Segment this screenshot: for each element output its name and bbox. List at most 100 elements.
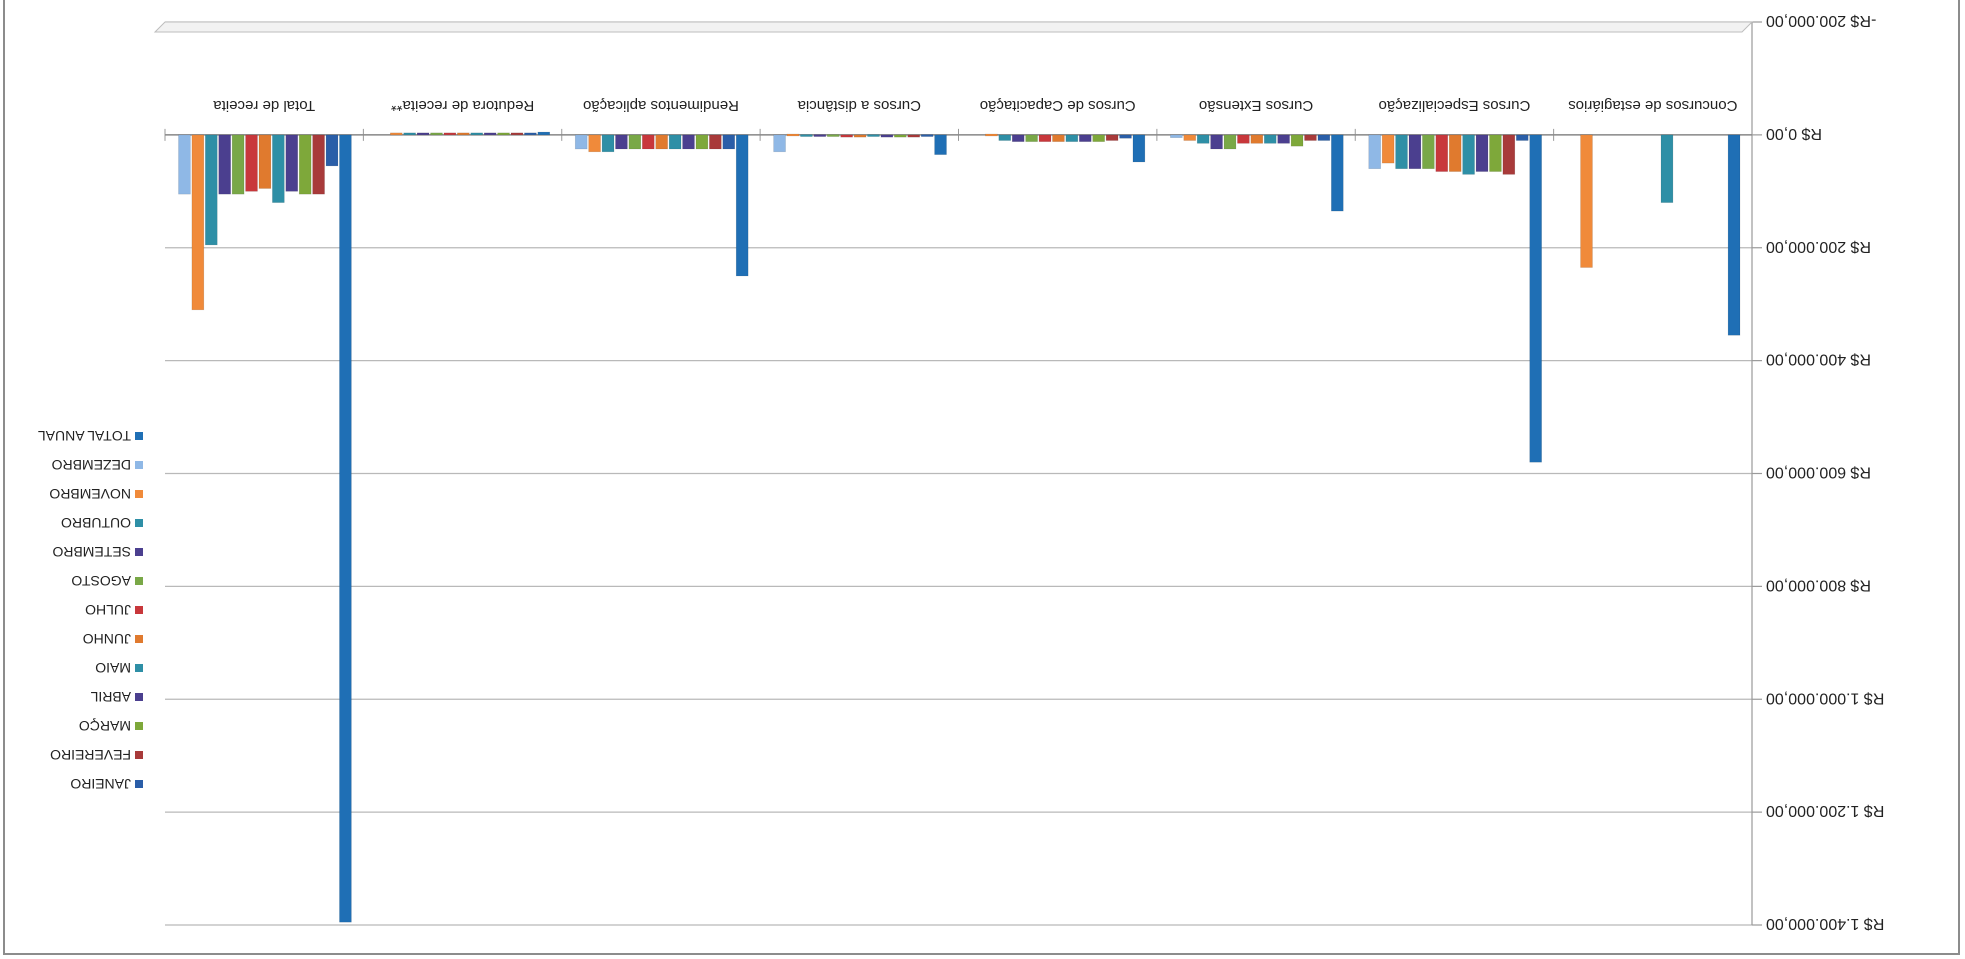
bar — [1580, 134, 1593, 268]
y-tick-label: R$ 400.000,00 — [1766, 351, 1871, 368]
bar — [325, 134, 339, 167]
bar — [682, 134, 695, 150]
legend-entry: MARÇO — [79, 718, 131, 734]
bar — [1038, 134, 1052, 142]
bar — [1237, 134, 1250, 144]
bar — [389, 132, 403, 136]
bar — [205, 134, 218, 246]
legend-entry: NOVEMBRO — [49, 486, 131, 502]
bar — [524, 132, 537, 136]
bar — [813, 134, 827, 137]
legend-swatch — [135, 490, 143, 498]
bar — [258, 134, 272, 189]
bar — [1408, 134, 1422, 170]
legend-entry: JULHO — [85, 602, 131, 618]
bar — [601, 134, 615, 153]
legend-swatch — [135, 519, 143, 527]
legend-swatch — [135, 577, 143, 585]
bar — [1223, 134, 1237, 150]
chart-floor — [153, 21, 1754, 33]
bar — [574, 134, 588, 150]
bar — [285, 134, 299, 192]
bar — [867, 134, 880, 137]
bar — [470, 132, 483, 136]
y-tick-label: R$ 200.000,00 — [1766, 238, 1871, 255]
bar — [191, 134, 205, 311]
bar — [722, 134, 736, 150]
bar — [655, 134, 668, 150]
y-tick-label: R$ 1.400.000,00 — [1766, 915, 1884, 932]
legend-entry: ABRIL — [90, 689, 131, 705]
legend-swatch — [135, 432, 143, 440]
category-label: Concursos de estagiários — [1568, 97, 1737, 114]
bar — [1422, 134, 1435, 170]
bar — [1105, 134, 1119, 141]
bar — [483, 132, 497, 136]
legend-swatch — [135, 664, 143, 672]
y-tick-label: R$ 1.200.000,00 — [1766, 802, 1884, 819]
bar — [1011, 134, 1025, 142]
legend-swatch — [135, 635, 143, 643]
bar — [1317, 134, 1331, 141]
bar — [1515, 134, 1529, 141]
bar — [457, 132, 470, 136]
bar — [312, 134, 325, 195]
legend-entry: JANEIRO — [70, 776, 131, 792]
bar — [934, 134, 947, 155]
bar — [1448, 134, 1462, 172]
category-label: Redutora de receita** — [391, 97, 535, 114]
bar — [1183, 134, 1197, 141]
legend-entry: JUNHO — [83, 631, 131, 647]
bar — [443, 132, 457, 136]
legend-entry: TOTAL ANUAL — [38, 428, 131, 444]
legend-swatch — [135, 751, 143, 759]
bar — [497, 132, 510, 136]
bar — [1052, 134, 1065, 142]
legend: JANEIRO FEVEREIRO MARÇO ABRIL MAIO JUNHO JULHO… — [38, 428, 143, 792]
bar — [735, 134, 749, 277]
bar — [1489, 134, 1502, 172]
bar — [245, 134, 258, 192]
bar — [510, 132, 524, 136]
bar — [537, 131, 551, 136]
bar — [920, 134, 934, 137]
bar — [1277, 134, 1290, 144]
bar — [642, 134, 655, 150]
y-tick-label: R$ 600.000,00 — [1766, 464, 1871, 481]
bar — [773, 134, 786, 153]
category-labels: Concursos de estagiários Cursos Especiali… — [213, 97, 1738, 114]
legend-entry: DEZEMBRO — [52, 457, 131, 473]
bar — [1263, 134, 1277, 144]
bar — [1290, 134, 1304, 147]
bar — [298, 134, 312, 195]
category-label: Rendimentos aplicação — [583, 97, 739, 114]
bar — [1331, 134, 1344, 212]
y-tick-label: R$ 1.000.000,00 — [1766, 689, 1884, 706]
bar — [695, 134, 709, 150]
bar — [1025, 134, 1038, 142]
bar — [615, 134, 628, 150]
bar — [826, 134, 840, 137]
bar — [1727, 134, 1741, 336]
bar — [430, 132, 443, 136]
legend-swatch — [135, 722, 143, 730]
bar — [800, 134, 813, 137]
bar — [628, 134, 642, 150]
bar — [1250, 134, 1264, 144]
bar — [1304, 134, 1317, 141]
bar — [1435, 134, 1449, 172]
category-label: Cursos de Capacitação — [980, 97, 1136, 114]
bar — [1368, 134, 1381, 170]
legend-entry: MAIO — [95, 660, 131, 676]
bar — [1119, 134, 1132, 139]
bar — [840, 134, 853, 138]
legend-swatch — [135, 606, 143, 614]
bar — [339, 134, 352, 923]
bar — [1170, 134, 1183, 138]
bar — [894, 134, 907, 138]
legend-swatch — [135, 693, 143, 701]
bar — [1529, 134, 1542, 463]
bar — [786, 133, 800, 137]
legend-swatch — [135, 548, 143, 556]
